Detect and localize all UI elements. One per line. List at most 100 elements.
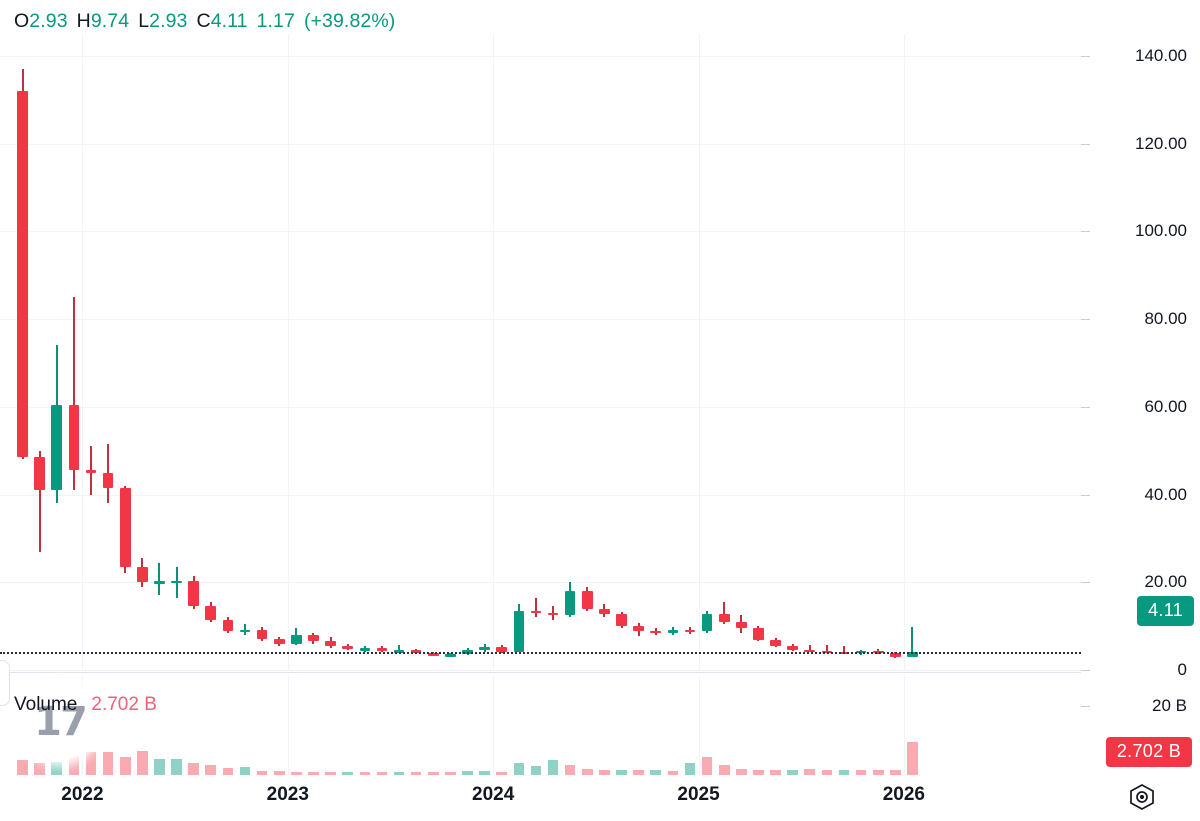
gridline-v (493, 34, 495, 670)
candle-wick (158, 562, 161, 596)
candle-body (479, 647, 490, 650)
volume-bar (684, 763, 696, 775)
volume-bar (102, 751, 114, 775)
volume-bar (325, 772, 336, 775)
price-axis-dash (1081, 494, 1090, 496)
candle-body (68, 404, 80, 471)
time-axis-tick: 2023 (266, 784, 309, 805)
candle-wick (723, 602, 726, 624)
volume-bar (68, 755, 80, 775)
candle-wick (825, 645, 828, 653)
candle-body (85, 470, 97, 473)
volume-bar (701, 757, 713, 775)
candle-body (342, 645, 353, 649)
volume-bar (530, 765, 542, 775)
candle-wick (38, 450, 41, 552)
candle-wick (911, 627, 914, 658)
price-pane[interactable] (0, 34, 1081, 671)
candle-wick (72, 297, 75, 491)
volume-value-badge[interactable]: 2.702 B (1105, 737, 1192, 767)
low-value: 2.93 (149, 10, 188, 32)
candle-wick (808, 644, 811, 652)
gridline-h (0, 231, 1081, 233)
candle-body (325, 641, 336, 646)
floating-toolbar-edge[interactable] (0, 660, 10, 706)
settings-hex-icon[interactable] (1127, 782, 1157, 812)
candle-body (890, 653, 901, 658)
candle-body (770, 640, 781, 646)
volume-bar (872, 769, 884, 775)
candle-body (650, 630, 662, 634)
candle-body (496, 647, 508, 652)
price-axis-tick: 40.00 (1144, 484, 1187, 504)
volume-bar (85, 751, 97, 775)
gridline-v (903, 34, 905, 670)
candle-body (205, 606, 217, 620)
volume-bar (239, 767, 251, 775)
candle-body (308, 634, 319, 642)
candle-body (188, 580, 199, 607)
candle-body (51, 404, 63, 491)
pane-separator[interactable] (0, 672, 1081, 673)
price-axis-tick: 140.00 (1135, 45, 1187, 65)
volume-bar (581, 768, 593, 775)
gridline-v (82, 34, 84, 670)
candle-body (513, 610, 525, 652)
gridline-h (0, 55, 1081, 57)
candle-body (445, 654, 456, 657)
time-axis[interactable]: 2022 2023 2024 2025 2026 (0, 775, 1200, 821)
volume-bar (787, 769, 798, 775)
candle-body (564, 591, 576, 616)
candle-wick (90, 446, 92, 495)
volume-bar (513, 763, 525, 775)
volume-bar (119, 756, 131, 775)
volume-bar (496, 772, 508, 775)
candle-body (547, 612, 559, 616)
candle-body (34, 457, 45, 491)
candle-body (102, 472, 114, 488)
volume-pane[interactable] (0, 676, 1081, 775)
price-axis-dash (1081, 582, 1090, 584)
gridline-h (0, 319, 1081, 321)
change-value: 1.17 (256, 10, 295, 32)
candle-body (239, 629, 251, 633)
candle-body (581, 591, 593, 609)
volume-bar (462, 771, 473, 775)
candle-body (667, 629, 679, 634)
close-label: C (196, 10, 211, 32)
candle-body (804, 649, 816, 653)
candle-wick (398, 644, 401, 652)
candle-body (701, 613, 713, 632)
price-axis-dash (1081, 143, 1090, 145)
close-value: 4.11 (210, 10, 248, 32)
high-value: 9.74 (90, 10, 130, 32)
gridline-h (0, 670, 1081, 671)
volume-bar (599, 770, 610, 775)
price-axis-dash (1081, 406, 1090, 408)
last-price-badge[interactable]: 4.11 (1137, 596, 1194, 626)
open-value: 2.93 (29, 10, 68, 32)
candle-body (291, 634, 302, 644)
volume-bar (821, 769, 833, 775)
last-price-line (0, 651, 1081, 654)
gridline-v (493, 676, 495, 775)
candle-body (907, 651, 918, 658)
candle-wick (244, 623, 247, 635)
price-axis[interactable]: 140.00 120.00 100.00 80.00 60.00 40.00 20.00 0 … (1081, 0, 1200, 775)
candle-body (222, 619, 234, 631)
volume-bar (804, 768, 816, 775)
gridline-v (287, 34, 289, 670)
candle-body (787, 645, 798, 650)
volume-bar (616, 769, 627, 775)
volume-bar (564, 764, 576, 775)
gridline-h (0, 582, 1081, 584)
price-axis-dash (1081, 319, 1090, 321)
volume-bar (479, 770, 490, 775)
volume-bar (667, 771, 679, 775)
watermark-text: 17 (34, 699, 88, 745)
price-axis-dash (1081, 670, 1090, 671)
open-label: O (14, 10, 30, 32)
candle-body (855, 650, 867, 654)
gridline-h (0, 406, 1081, 408)
candle-body (410, 650, 422, 654)
